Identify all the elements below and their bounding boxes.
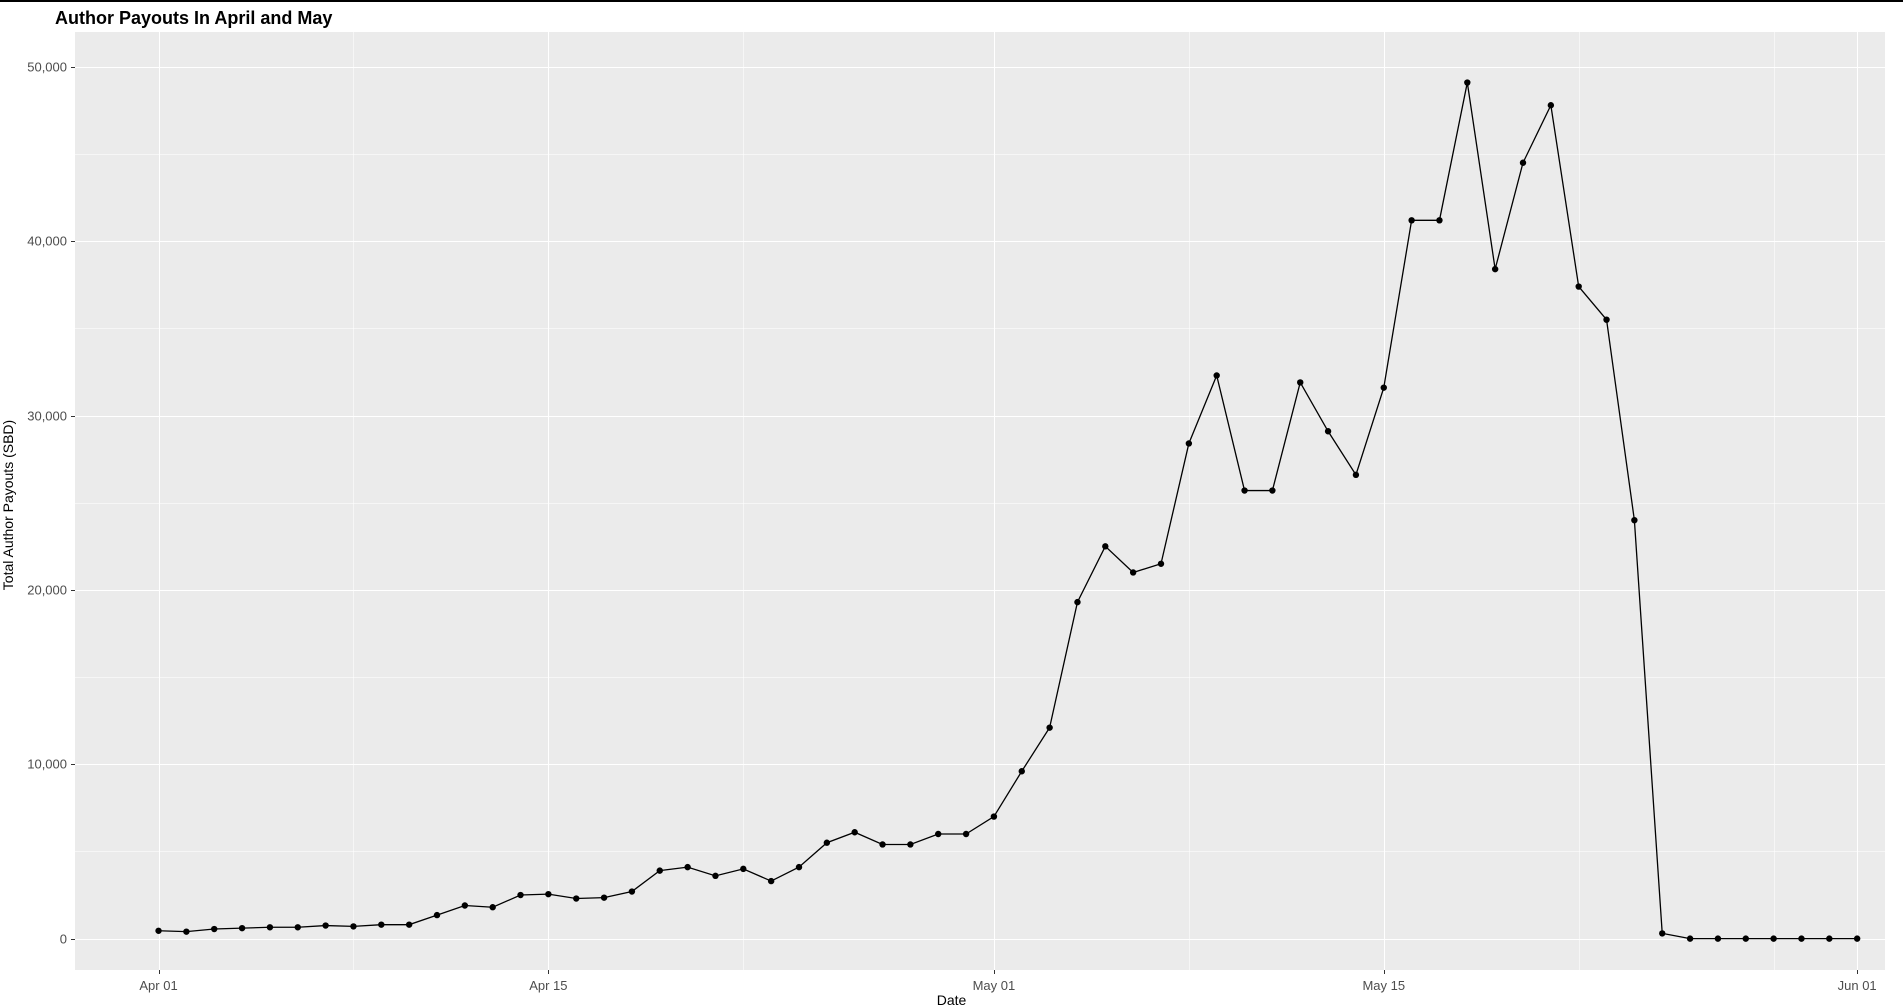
data-point	[907, 841, 913, 847]
data-point	[1019, 768, 1025, 774]
data-point	[183, 928, 189, 934]
data-point	[1770, 935, 1776, 941]
data-point	[1436, 217, 1442, 223]
data-point	[517, 892, 523, 898]
y-tick-label: 10,000	[27, 757, 75, 772]
data-point	[295, 924, 301, 930]
x-tick-label: May 15	[1362, 970, 1405, 993]
data-point	[1603, 316, 1609, 322]
data-point	[824, 840, 830, 846]
data-point	[1102, 543, 1108, 549]
data-point	[489, 904, 495, 910]
data-point	[963, 831, 969, 837]
data-point	[1548, 102, 1554, 108]
data-point	[1269, 487, 1275, 493]
data-point	[545, 891, 551, 897]
data-point	[1408, 217, 1414, 223]
chart-title: Author Payouts In April and May	[55, 8, 332, 29]
data-point	[629, 888, 635, 894]
data-point	[155, 928, 161, 934]
data-point	[1715, 935, 1721, 941]
data-point	[684, 864, 690, 870]
y-axis-label: Total Author Payouts (SBD)	[0, 420, 16, 590]
plot-panel: 010,00020,00030,00040,00050,000Apr 01Apr…	[75, 32, 1885, 970]
y-tick-label: 20,000	[27, 582, 75, 597]
series-line	[159, 83, 1858, 939]
data-point	[796, 864, 802, 870]
data-point	[851, 829, 857, 835]
data-point	[322, 922, 328, 928]
data-point	[1631, 517, 1637, 523]
data-point	[1046, 724, 1052, 730]
data-point	[211, 926, 217, 932]
data-point	[1854, 935, 1860, 941]
data-point	[267, 924, 273, 930]
data-point	[1464, 79, 1470, 85]
data-point	[1158, 561, 1164, 567]
data-point	[462, 902, 468, 908]
data-point	[239, 925, 245, 931]
data-point	[1325, 428, 1331, 434]
x-axis-label: Date	[937, 992, 967, 1008]
data-point	[991, 813, 997, 819]
data-point	[1213, 372, 1219, 378]
data-point	[350, 923, 356, 929]
data-point	[1353, 472, 1359, 478]
data-point	[434, 912, 440, 918]
data-point	[1381, 384, 1387, 390]
data-point	[1297, 379, 1303, 385]
data-point	[601, 894, 607, 900]
data-point	[378, 921, 384, 927]
data-point	[1687, 935, 1693, 941]
data-point	[1575, 283, 1581, 289]
data-point	[1826, 935, 1832, 941]
y-tick-label: 40,000	[27, 234, 75, 249]
data-point	[657, 867, 663, 873]
data-point	[1798, 935, 1804, 941]
data-point	[1241, 487, 1247, 493]
data-point	[740, 866, 746, 872]
data-point	[573, 895, 579, 901]
data-point	[768, 878, 774, 884]
data-point	[1074, 599, 1080, 605]
y-tick-label: 0	[60, 931, 75, 946]
data-point	[406, 921, 412, 927]
data-point	[879, 841, 885, 847]
x-tick-label: Apr 15	[529, 970, 567, 993]
data-point	[1520, 160, 1526, 166]
y-tick-label: 50,000	[27, 59, 75, 74]
chart-container: Author Payouts In April and May Total Au…	[0, 0, 1903, 1008]
data-point	[935, 831, 941, 837]
data-point	[1130, 569, 1136, 575]
data-point	[712, 873, 718, 879]
data-point	[1186, 440, 1192, 446]
x-tick-label: May 01	[973, 970, 1016, 993]
y-tick-label: 30,000	[27, 408, 75, 423]
line-series	[75, 32, 1885, 970]
x-tick-label: Jun 01	[1838, 970, 1877, 993]
data-point	[1743, 935, 1749, 941]
data-point	[1659, 930, 1665, 936]
x-tick-label: Apr 01	[139, 970, 177, 993]
data-point	[1492, 266, 1498, 272]
